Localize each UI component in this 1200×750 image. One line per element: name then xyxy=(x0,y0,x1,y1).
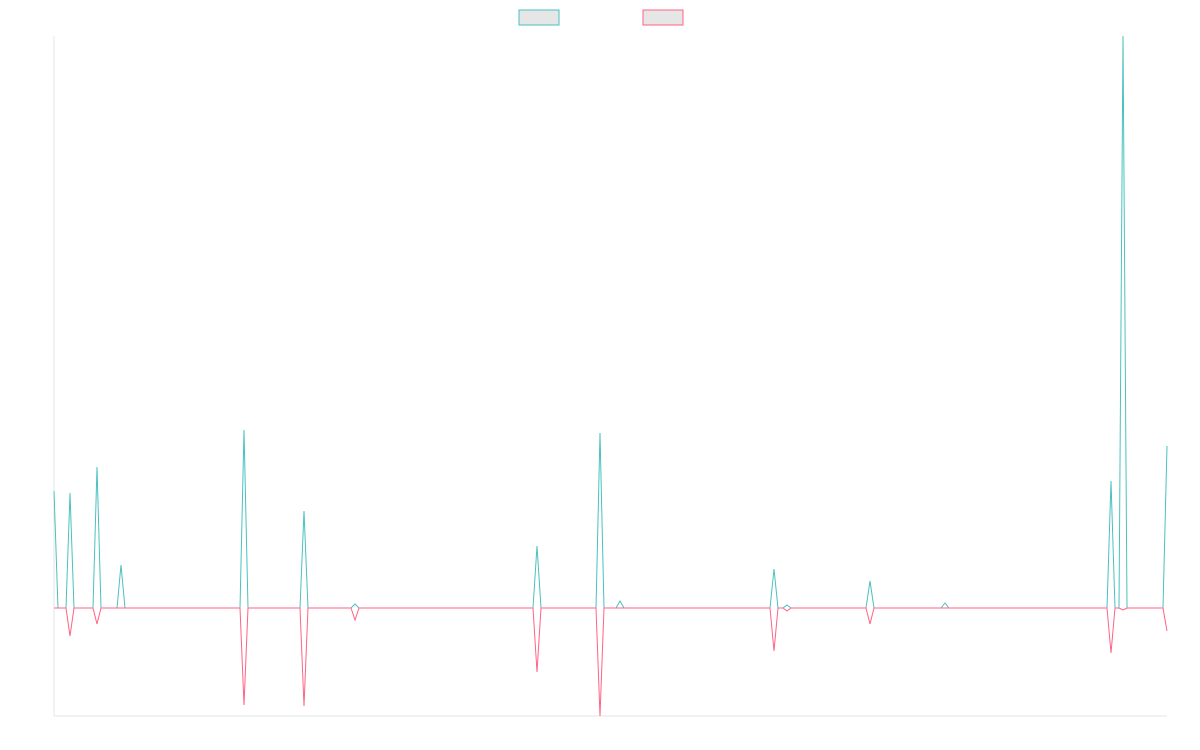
legend-swatch[interactable] xyxy=(518,9,560,26)
legend-swatch[interactable] xyxy=(642,9,684,26)
series-line xyxy=(54,607,1168,717)
series-line xyxy=(53,35,1168,609)
